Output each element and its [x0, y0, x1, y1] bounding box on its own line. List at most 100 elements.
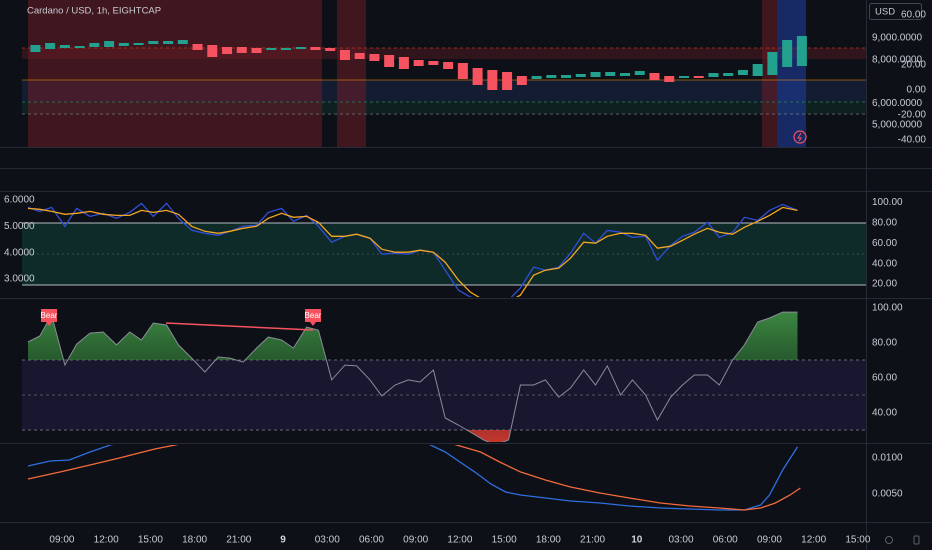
y-tick-label: 0.0050 — [872, 489, 903, 500]
x-tick-label: 06:00 — [713, 535, 738, 546]
x-tick-label: 18:00 — [536, 535, 561, 546]
series-line — [27, 206, 798, 297]
x-tick-label: 18:00 — [182, 535, 207, 546]
session-highlight — [28, 0, 322, 147]
x-tick-label: 15:00 — [492, 535, 517, 546]
x-tick-label: 15:00 — [138, 535, 163, 546]
annotation-box — [305, 309, 321, 326]
candle — [163, 41, 174, 44]
candle — [782, 40, 793, 67]
y-tick-label: 60.00 — [872, 238, 897, 249]
candle — [605, 72, 616, 76]
pane — [27, 202, 798, 297]
y-tick-label: 5,000.0000 — [872, 120, 922, 131]
candle — [384, 55, 395, 67]
candle — [737, 70, 748, 75]
x-tick-label: 09:00 — [403, 535, 428, 546]
candle — [678, 76, 689, 78]
candle — [487, 70, 498, 90]
y2-tick-label: 3.0000 — [4, 274, 35, 285]
candle — [148, 41, 159, 44]
y-tick-label: 100.00 — [872, 303, 903, 314]
annotation-box — [41, 309, 57, 326]
candle — [708, 73, 719, 77]
candle — [354, 53, 365, 59]
y-tick-label: 80.00 — [872, 338, 897, 349]
candle — [236, 47, 247, 53]
y-tick-label: 40.00 — [872, 258, 897, 269]
candle — [796, 36, 807, 66]
y-tick-label: 80.00 — [872, 217, 897, 228]
pane — [30, 36, 807, 90]
candle — [428, 61, 439, 65]
candle — [472, 68, 483, 85]
candle — [516, 76, 527, 85]
candle — [502, 72, 513, 90]
series-line — [27, 445, 799, 511]
candle — [310, 47, 321, 50]
candle — [546, 75, 557, 78]
candle — [339, 50, 350, 60]
candle — [325, 48, 336, 51]
series-line — [27, 445, 801, 511]
y2-tick-label: 4.0000 — [4, 247, 35, 258]
annotation: Bear — [305, 311, 322, 320]
candle — [531, 76, 542, 79]
candle — [222, 47, 233, 54]
x-tick-label: 12:00 — [94, 535, 119, 546]
y-tick-label: 100.00 — [872, 197, 903, 208]
y2-tick-label: 0.00 — [907, 85, 927, 96]
candle — [693, 76, 704, 78]
x-tick-label: 10 — [631, 535, 643, 546]
zone — [22, 48, 866, 59]
session-highlight — [337, 0, 366, 147]
candle — [413, 60, 424, 66]
candle — [30, 45, 41, 52]
x-tick-label: 21:00 — [580, 535, 605, 546]
candle — [192, 44, 203, 50]
candle — [590, 72, 601, 77]
x-tick-label: 9 — [280, 535, 286, 546]
currency-label: USD — [875, 7, 895, 18]
alert-icon[interactable] — [793, 130, 807, 144]
y-tick-label: 60.00 — [872, 373, 897, 384]
candle — [620, 73, 631, 76]
candle — [723, 73, 734, 76]
x-tick-label: 06:00 — [359, 535, 384, 546]
y2-tick-label: 5.0000 — [4, 221, 35, 232]
candle — [177, 40, 188, 44]
y-tick-label: 0.0100 — [872, 453, 903, 464]
symbol-title: Cardano / USD, 1h, EIGHTCAP — [27, 6, 161, 17]
candle — [664, 76, 675, 82]
candle — [767, 52, 778, 75]
candle — [634, 71, 645, 75]
currency-button[interactable] — [869, 3, 922, 20]
candle — [207, 45, 218, 57]
divergence-line — [165, 322, 314, 331]
y-tick-label: 6,000.0000 — [872, 98, 922, 109]
y-tick-label: 40.00 — [872, 408, 897, 419]
annotation: Bear — [41, 311, 58, 320]
icon[interactable] — [913, 535, 920, 545]
candle — [575, 74, 586, 77]
x-tick-label: 12:00 — [801, 535, 826, 546]
x-tick-label: 09:00 — [49, 535, 74, 546]
session-highlight — [777, 0, 806, 147]
candle — [398, 57, 409, 69]
y2-tick-label: 20.00 — [901, 60, 926, 71]
x-tick-label: 03:00 — [315, 535, 340, 546]
candle — [251, 48, 262, 53]
candle — [649, 73, 660, 80]
candle — [752, 64, 763, 76]
x-tick-label: 09:00 — [757, 535, 782, 546]
candle — [266, 48, 277, 50]
x-tick-label: 15:00 — [845, 535, 870, 546]
y2-tick-label: -40.00 — [898, 135, 927, 146]
series-area — [28, 312, 798, 360]
candle — [74, 46, 85, 48]
x-tick-label: 21:00 — [226, 535, 251, 546]
y-tick-label: 9,000.0000 — [872, 33, 922, 44]
icon[interactable] — [885, 536, 893, 544]
